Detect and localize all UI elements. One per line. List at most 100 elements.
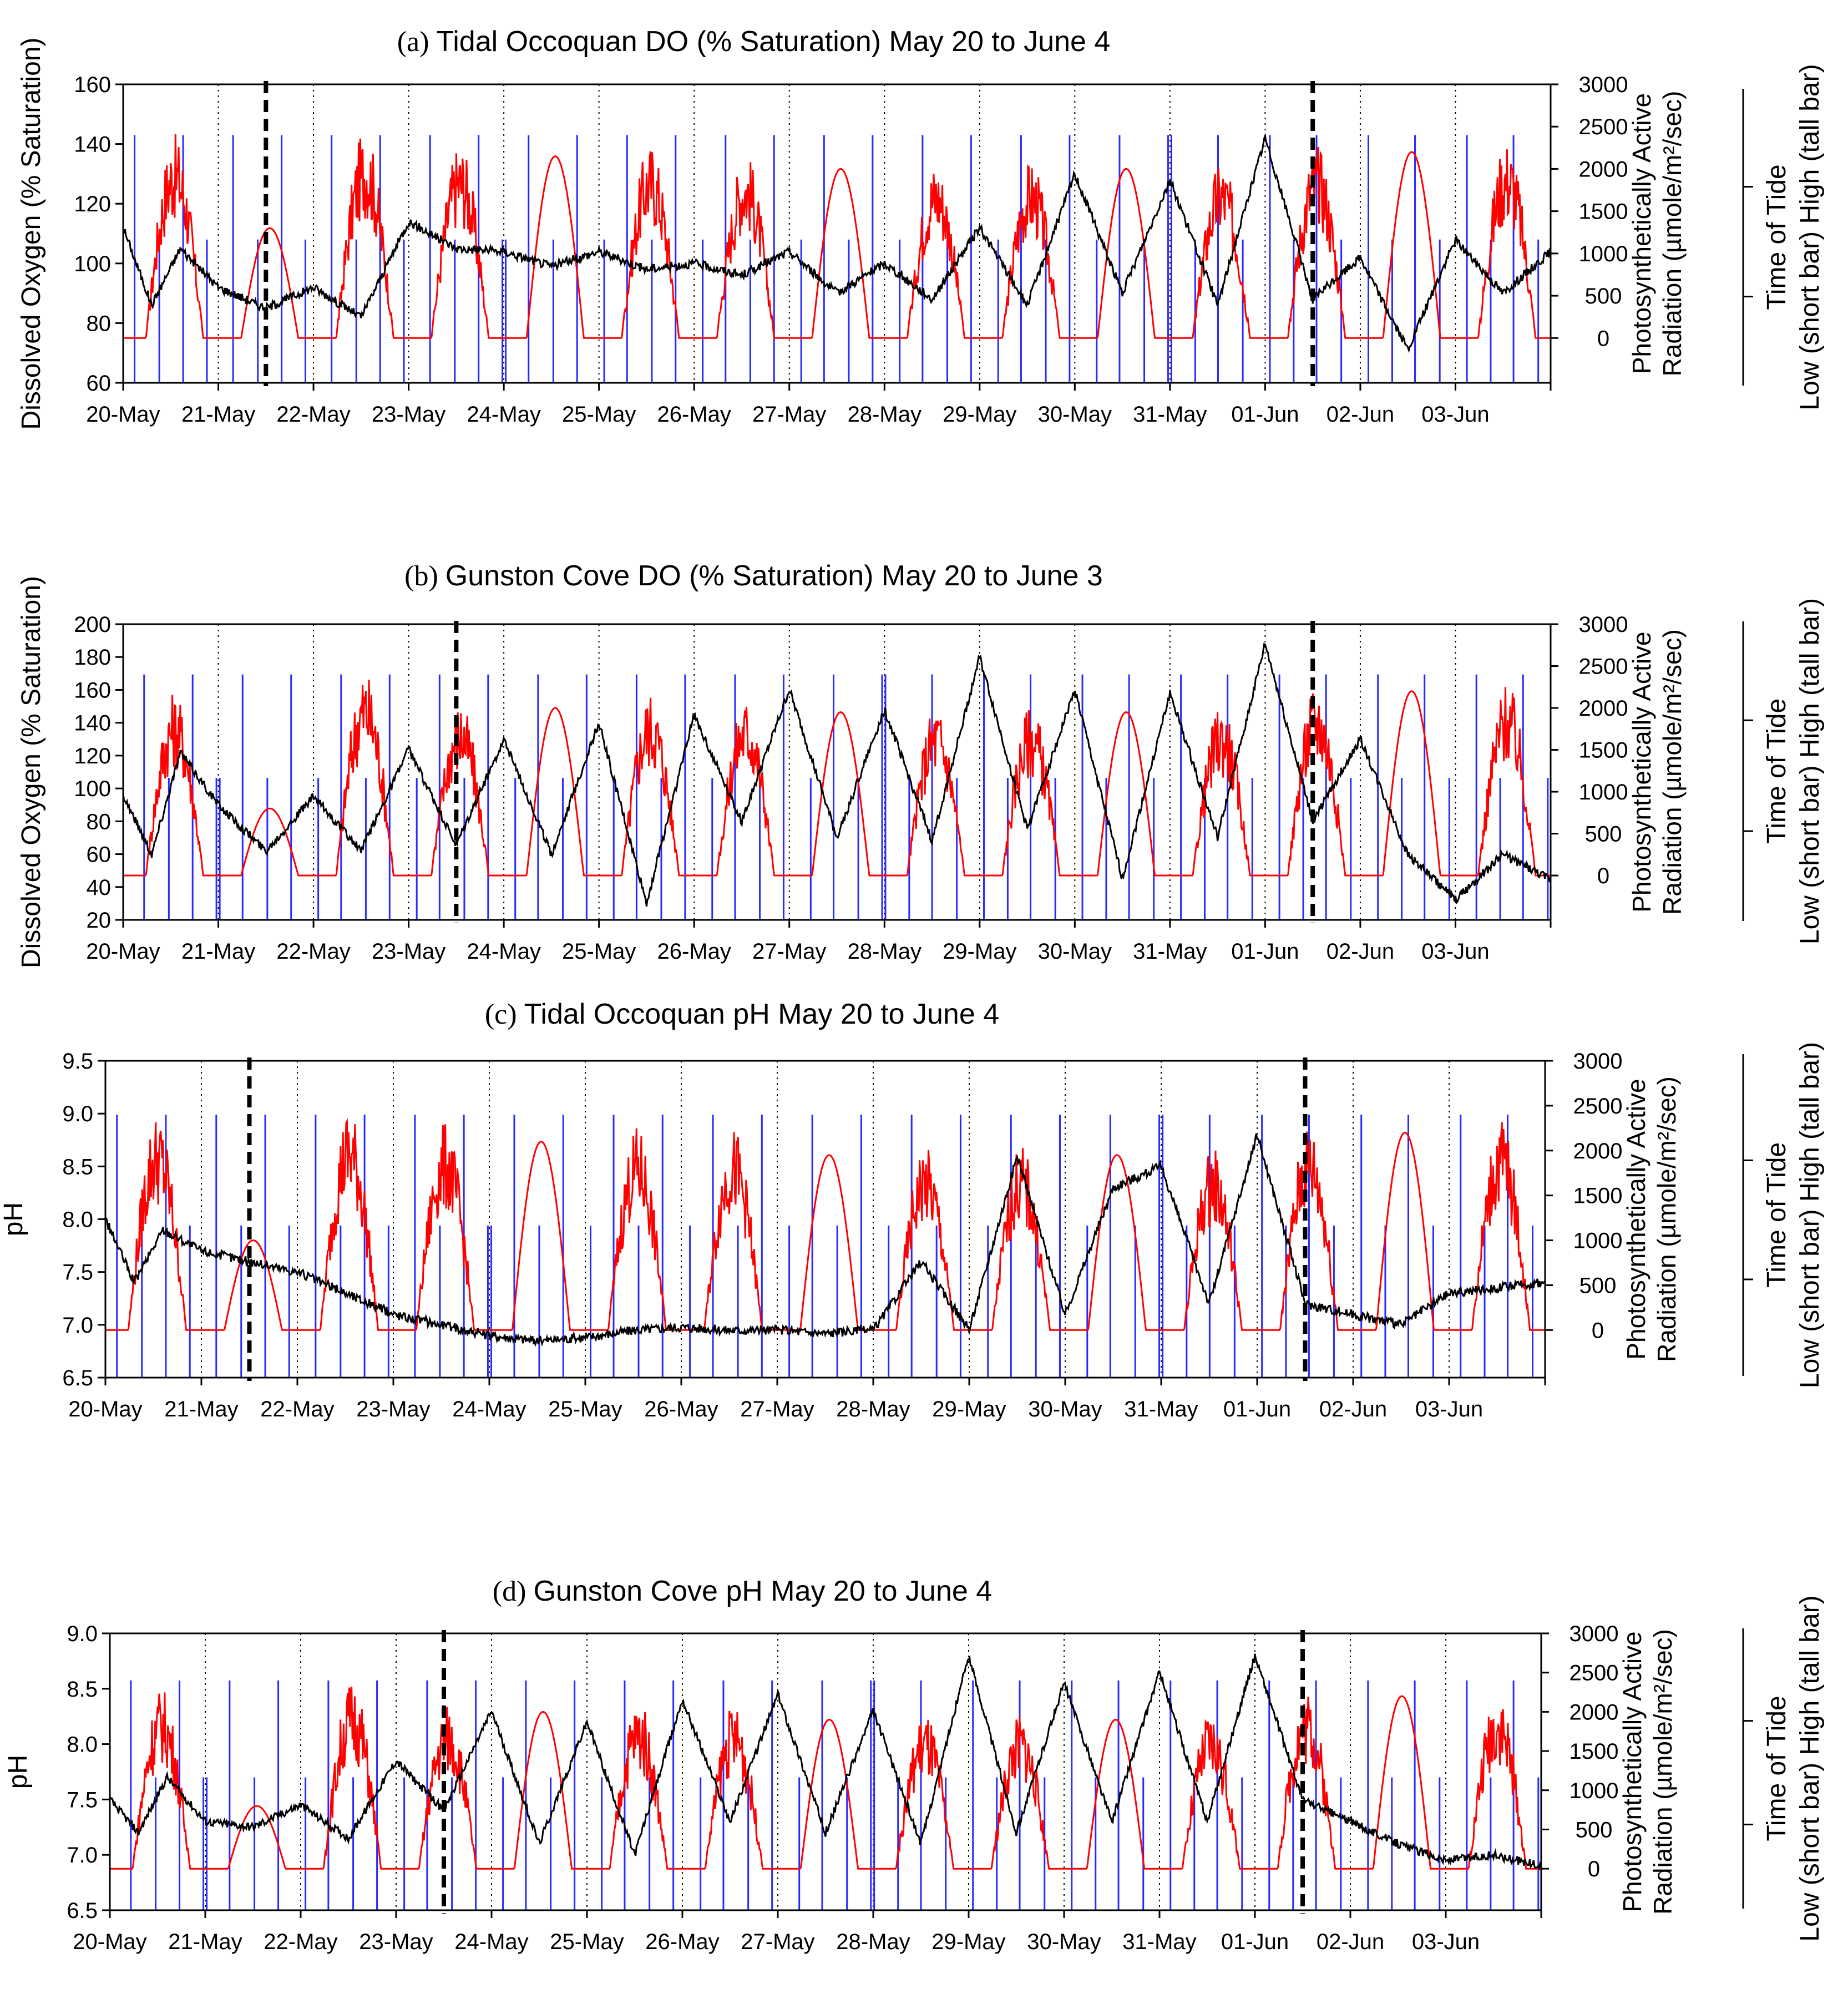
chart-title: (a) Tidal Occoquan DO (% Saturation) May…	[397, 26, 1111, 58]
y2-tick-label: 0	[1588, 1857, 1600, 1881]
x-tick-label: 28-May	[836, 1397, 910, 1421]
panel-c: (c) Tidal Occoquan pH May 20 to June 4 6.…	[0, 998, 1825, 1421]
main-series-line	[110, 1653, 1541, 1871]
y2-tick-label: 0	[1597, 326, 1609, 351]
y2-axis-label-line1: Photosynthetically Active	[1627, 631, 1656, 912]
y2-axis-label-line2: Radiation (µmole/m²/sec)	[1658, 91, 1687, 377]
y-tick-label: 7.5	[62, 1261, 93, 1285]
x-tick-label: 31-May	[1133, 939, 1207, 964]
y2-tick-label: 500	[1585, 822, 1622, 847]
y2-tick-label: 2500	[1579, 655, 1628, 679]
y2-tick-label: 3000	[1573, 1049, 1623, 1074]
x-tick-label: 20-May	[68, 1397, 142, 1421]
x-tick-label: 31-May	[1124, 1397, 1198, 1421]
y2-axis-label-line2: Radiation (µmole/m²/sec)	[1648, 1629, 1677, 1915]
x-tick-label: 23-May	[359, 1930, 433, 1954]
y-axis-label: Dissolved Oxygen (% Saturation)	[17, 576, 46, 968]
y2-tick-label: 500	[1579, 1273, 1617, 1298]
y2-tick-label: 1000	[1573, 1229, 1623, 1253]
x-tick-label: 28-May	[848, 402, 922, 427]
y-tick-label: 8.5	[62, 1155, 93, 1179]
y-tick-label: 6.5	[67, 1899, 98, 1923]
y2-tick-label: 1500	[1579, 200, 1628, 224]
x-tick-label: 30-May	[1027, 1930, 1101, 1954]
chart-title: (b) Gunston Cove DO (% Saturation) May 2…	[404, 560, 1103, 592]
x-tick-label: 29-May	[931, 1930, 1005, 1954]
x-tick-label: 25-May	[548, 1397, 622, 1421]
y2-axis-label-line1: Photosynthetically Active	[1627, 93, 1656, 374]
y-axis-label: pH	[3, 1755, 33, 1789]
x-tick-label: 25-May	[562, 939, 636, 964]
x-tick-label: 21-May	[164, 1397, 238, 1421]
x-tick-label: 27-May	[741, 1930, 814, 1954]
y-axis-label: Dissolved Oxygen (% Saturation)	[17, 38, 46, 430]
x-tick-label: 22-May	[264, 1930, 337, 1954]
y2-tick-label: 2000	[1579, 696, 1628, 721]
tide-axis-label-line2: Low (short bar) High (tall bar)	[1795, 64, 1825, 410]
y-tick-label: 160	[74, 678, 111, 702]
x-tick-label: 23-May	[372, 939, 445, 964]
y2-tick-label: 3000	[1579, 73, 1628, 97]
main-series-line	[123, 642, 1551, 907]
tide-axis-label-line2: Low (short bar) High (tall bar)	[1795, 1595, 1825, 1941]
x-tick-label: 25-May	[562, 402, 636, 427]
y-tick-label: 100	[74, 252, 111, 276]
y-tick-label: 100	[74, 777, 111, 801]
par-line	[105, 1118, 1545, 1331]
title-text: Gunston Cove pH May 20 to June 4	[533, 1575, 992, 1607]
x-tick-label: 31-May	[1122, 1930, 1196, 1954]
plot-frame	[122, 83, 1552, 384]
panel-letter: (c)	[485, 999, 524, 1030]
tide-axis-label-line1: Time of Tide	[1762, 1696, 1791, 1841]
plot-frame	[109, 1632, 1542, 1911]
y-tick-label: 180	[74, 645, 111, 670]
x-tick-label: 26-May	[657, 939, 731, 964]
x-tick-label: 26-May	[644, 1397, 718, 1421]
y-tick-label: 6.5	[62, 1366, 93, 1390]
panel-letter: (d)	[493, 1576, 534, 1607]
x-tick-label: 27-May	[740, 1397, 814, 1421]
chart-title: (d) Gunston Cove pH May 20 to June 4	[493, 1575, 992, 1607]
x-tick-label: 03-Jun	[1412, 1930, 1480, 1954]
x-tick-label: 01-Jun	[1231, 402, 1299, 427]
tide-axis-label-line1: Time of Tide	[1762, 1142, 1791, 1288]
x-tick-label: 31-May	[1133, 402, 1207, 427]
x-tick-label: 02-Jun	[1326, 402, 1394, 427]
y-tick-label: 80	[87, 311, 112, 336]
main-series-line	[123, 133, 1551, 353]
x-tick-label: 29-May	[932, 1397, 1006, 1421]
y-tick-label: 20	[87, 908, 112, 933]
x-tick-label: 03-Jun	[1415, 1397, 1483, 1421]
y2-tick-label: 2000	[1579, 157, 1628, 181]
x-tick-label: 22-May	[276, 402, 350, 427]
x-tick-label: 30-May	[1028, 1397, 1102, 1421]
x-tick-label: 03-Jun	[1421, 402, 1489, 427]
plot-frame	[122, 623, 1552, 921]
plot-area	[123, 624, 1551, 920]
y-tick-label: 9.5	[62, 1049, 93, 1074]
x-tick-label: 29-May	[943, 939, 1016, 964]
y2-tick-label: 3000	[1569, 1622, 1619, 1646]
y-tick-label: 160	[74, 73, 111, 97]
x-tick-label: 01-Jun	[1223, 1397, 1291, 1421]
y-axis-label: pH	[0, 1202, 28, 1236]
panel-letter: (b)	[404, 560, 445, 592]
plot-frame	[104, 1060, 1546, 1379]
x-tick-label: 27-May	[752, 939, 826, 964]
y-tick-label: 7.0	[62, 1313, 93, 1338]
x-tick-label: 02-Jun	[1319, 1397, 1387, 1421]
y-tick-label: 200	[74, 613, 111, 637]
y2-tick-label: 0	[1597, 864, 1609, 888]
x-tick-label: 30-May	[1038, 939, 1112, 964]
x-tick-label: 21-May	[168, 1930, 242, 1954]
panel-b: (b) Gunston Cove DO (% Saturation) May 2…	[17, 560, 1825, 968]
tide-axis-label-line1: Time of Tide	[1762, 699, 1791, 844]
y2-tick-label: 500	[1576, 1818, 1613, 1842]
y2-tick-label: 500	[1585, 284, 1622, 308]
y2-tick-label: 0	[1592, 1318, 1604, 1343]
plot-area	[105, 1061, 1545, 1378]
y-tick-label: 8.0	[62, 1208, 93, 1232]
y2-tick-label: 1500	[1579, 738, 1628, 763]
y-tick-label: 9.0	[67, 1622, 98, 1646]
